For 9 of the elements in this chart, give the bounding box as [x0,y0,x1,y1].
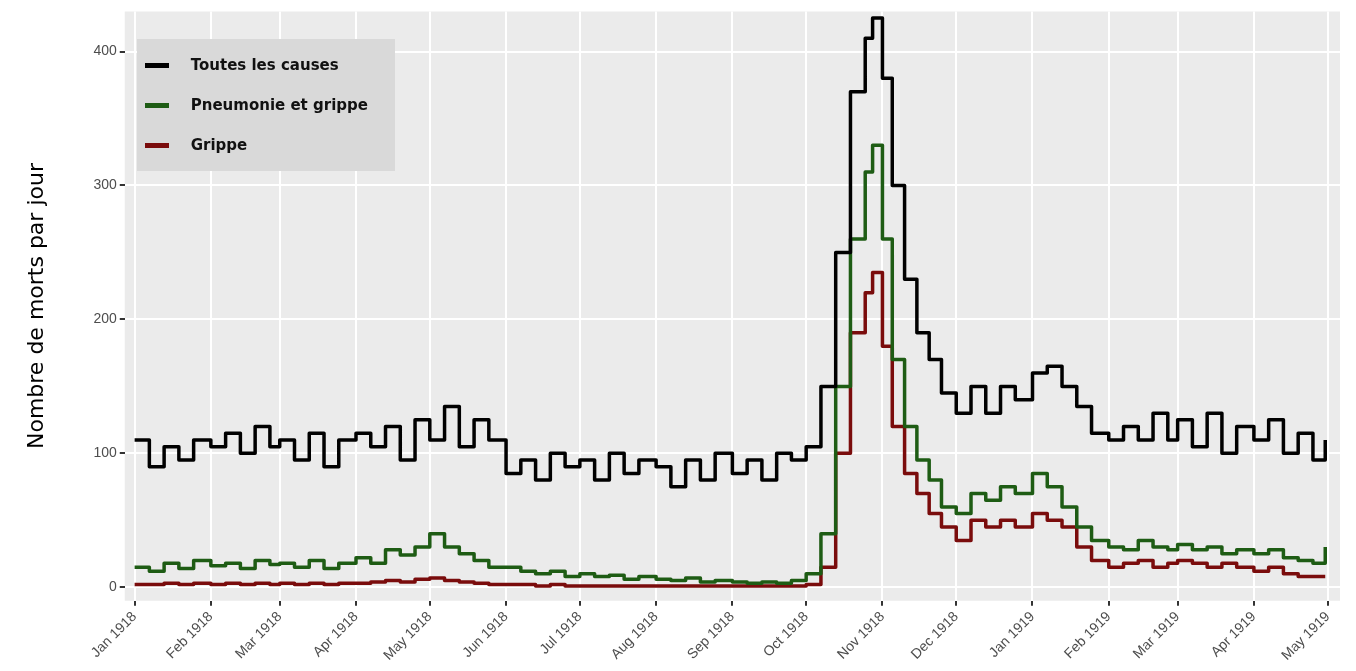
y-tick-label: 100 [93,444,117,461]
y-axis-title: Nombre de morts par jour [22,162,48,450]
y-tick-label: 300 [93,176,117,193]
y-tick-label: 400 [93,42,117,59]
y-tick-label: 200 [93,310,117,327]
y-tick-label: 0 [108,578,117,595]
legend-label: Pneumonie et grippe [190,96,368,115]
legend-label: Grippe [190,136,248,155]
legend-label: Toutes les causes [190,56,339,75]
